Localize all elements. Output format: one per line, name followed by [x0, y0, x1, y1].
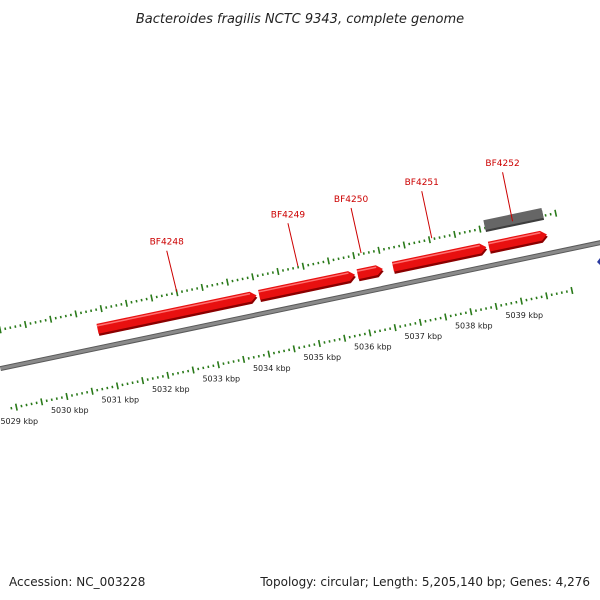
inner-tick-mark: [317, 339, 321, 348]
scale-tick-label: 5034 kbp: [253, 364, 291, 373]
scale-tick-label: 5038 kbp: [455, 321, 493, 330]
inner-tick-mark: [444, 313, 448, 321]
scale-tick-label: 5039 kbp: [505, 311, 543, 320]
next-feature-marker: [597, 258, 600, 265]
inner-tick-mark: [469, 308, 473, 316]
outer-tick-mark: [352, 252, 356, 260]
outer-tick-mark: [200, 283, 204, 292]
inner-tick-mark: [191, 366, 195, 374]
inner-tick-mark: [14, 403, 18, 411]
gene-label[interactable]: BF4250: [334, 195, 369, 205]
inner-tick-mark: [141, 377, 145, 385]
inner-tick-mark: [166, 371, 170, 379]
outer-tick-mark: [377, 246, 381, 254]
outer-tick-mark: [49, 315, 53, 323]
gene-arrow-highlight: [96, 292, 251, 327]
inner-tick-mark: [267, 350, 271, 358]
outer-tick-mark: [554, 209, 558, 217]
scale-labels: 5029 kbp 5030 kbp 5031 kbp 5032 kbp 5033 kbp…: [0, 311, 543, 426]
outer-tick-mark: [453, 230, 457, 239]
inner-tick-mark: [418, 318, 422, 326]
outer-tick-mark: [402, 241, 406, 249]
gene-leader-line: [350, 207, 362, 254]
inner-tick-mark: [570, 286, 574, 295]
inner-tick-mark: [393, 324, 397, 332]
gene-label[interactable]: BF4251: [405, 178, 439, 188]
scale-tick-label: 5037 kbp: [404, 332, 442, 341]
inner-tick-mark: [292, 345, 296, 353]
outer-tick-mark: [301, 262, 305, 270]
outer-tick-mark: [225, 278, 229, 286]
outer-tick-mark: [326, 257, 330, 265]
scale-tick-label: 5035 kbp: [303, 353, 341, 362]
gene-arrow-highlight: [258, 272, 349, 293]
other-feature[interactable]: [483, 208, 544, 231]
inner-tick-mark: [545, 292, 549, 300]
gene-leader-line: [421, 191, 433, 239]
outer-tick-mark: [150, 294, 154, 302]
outer-tick-mark: [124, 299, 128, 307]
inner-tick-mark: [242, 355, 246, 364]
outer-tick-mark: [478, 225, 482, 233]
inner-tick-mark: [519, 297, 523, 305]
gene-arrow-highlight: [392, 244, 480, 265]
outer-tick-mark: [276, 267, 280, 276]
outer-tick-mark: [74, 310, 78, 318]
gene-arrow[interactable]: [487, 230, 547, 252]
gene-leader-line: [287, 223, 299, 267]
gene-track: [96, 230, 548, 336]
feature-track: [483, 208, 545, 233]
inner-tick-mark: [343, 334, 347, 342]
accession-label: Accession: NC_003228: [9, 575, 145, 589]
inner-tick-mark: [216, 361, 220, 369]
gene-leader-line: [166, 250, 178, 292]
gene-arrow-highlight: [488, 232, 541, 245]
scale-tick-label: 5032 kbp: [152, 385, 190, 394]
gene-arrow-highlight: [356, 266, 377, 273]
scale-tick-label: 5033 kbp: [202, 374, 240, 383]
outer-tick-mark: [251, 273, 255, 281]
gene-label[interactable]: BF4249: [271, 210, 306, 220]
scale-tick-label: 5031 kbp: [101, 396, 139, 405]
inner-tick-mark: [90, 387, 94, 395]
gene-arrow[interactable]: [96, 291, 257, 334]
gene-labels: BF4248 BF4249 BF4250 BF4251 BF4252: [150, 159, 520, 292]
outer-tick-mark: [99, 305, 103, 313]
outer-tick-mark: [0, 326, 2, 334]
gene-label[interactable]: BF4248: [150, 238, 185, 248]
inner-tick-mark: [65, 392, 69, 401]
genome-summary-label: Topology: circular; Length: 5,205,140 bp…: [259, 575, 590, 589]
gene-leader-line: [502, 172, 514, 222]
inner-tick-mark: [368, 329, 372, 337]
genome-backbone: [0, 240, 600, 372]
inner-tick-mark: [40, 398, 44, 406]
gene-arrow[interactable]: [391, 243, 487, 272]
inner-tick-track: [10, 286, 574, 411]
inner-tick-mark: [494, 302, 498, 311]
inner-tick-mark: [115, 382, 119, 390]
scale-tick-label: 5030 kbp: [51, 406, 89, 415]
backbone-line: [0, 241, 600, 371]
gene-arrow[interactable]: [356, 265, 383, 280]
outer-tick-mark: [23, 320, 27, 329]
outer-tick-mark: [427, 236, 431, 244]
map-title: Bacteroides fragilis NCTC 9343, complete…: [136, 12, 464, 27]
gene-label[interactable]: BF4252: [485, 159, 519, 169]
scale-tick-label: 5029 kbp: [0, 417, 38, 426]
gene-arrow[interactable]: [258, 271, 356, 300]
scale-tick-label: 5036 kbp: [354, 343, 392, 352]
